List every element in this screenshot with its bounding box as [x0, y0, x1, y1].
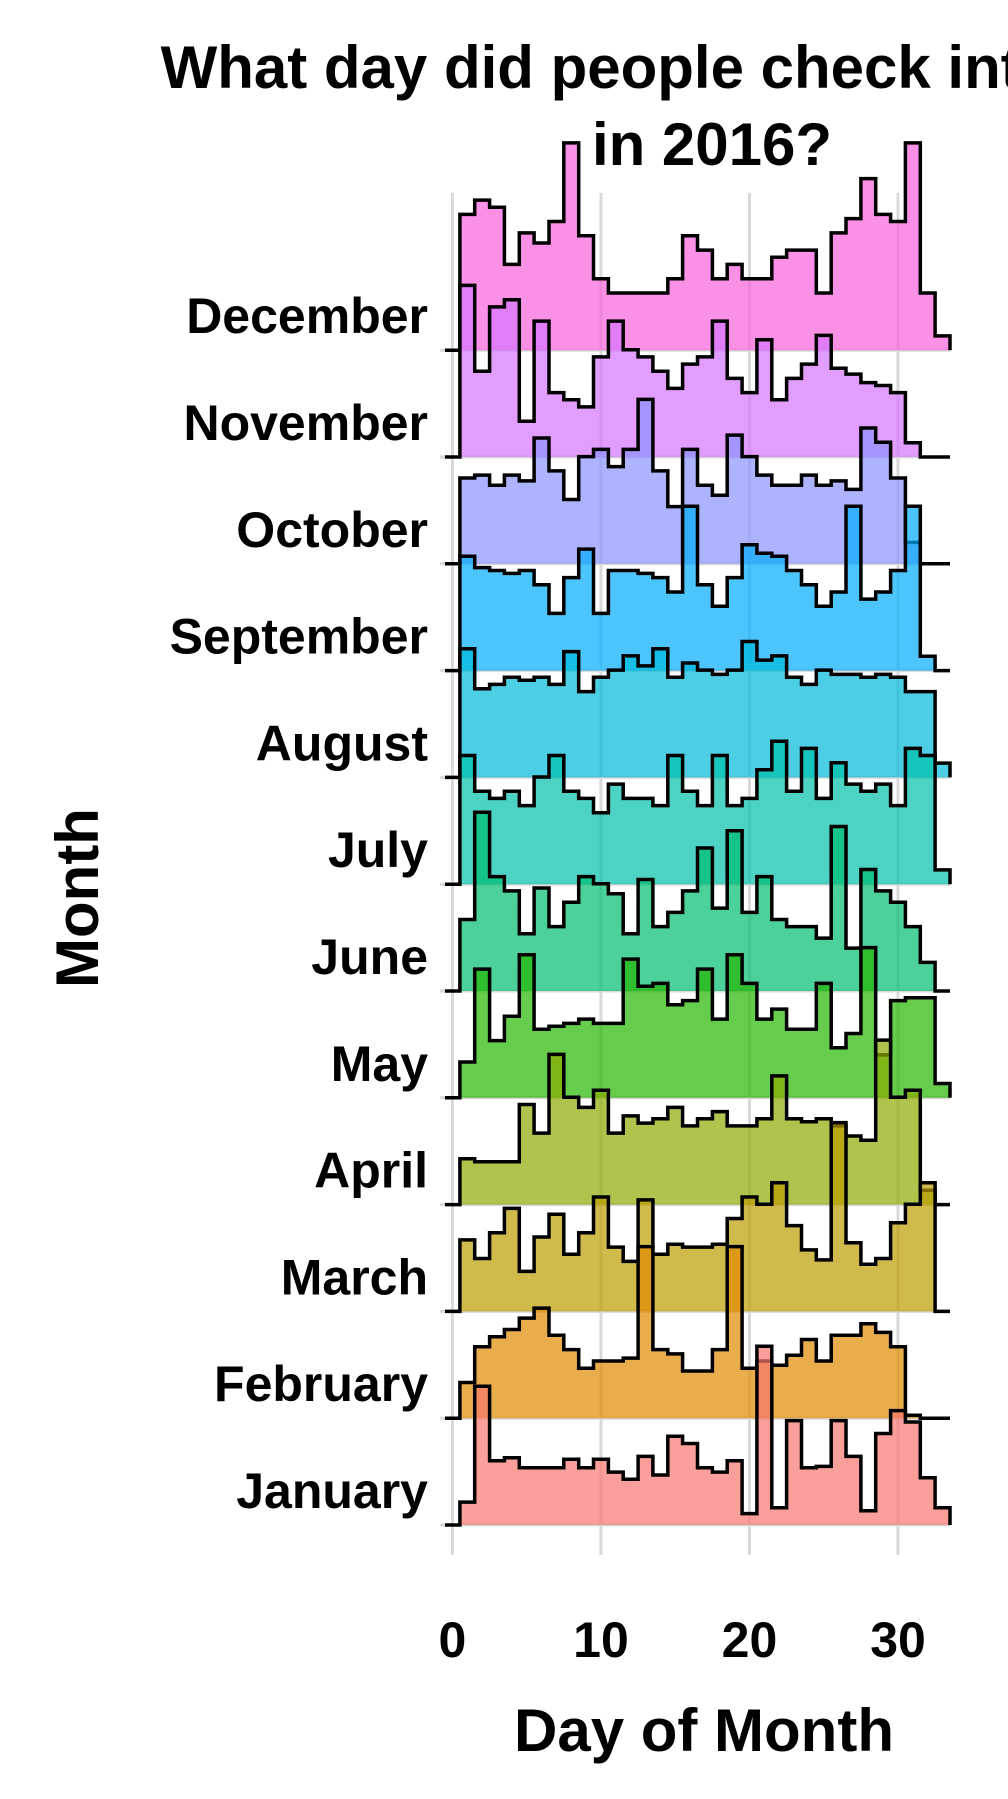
- ridge-area-september: [459, 506, 936, 671]
- ridge-december: [445, 141, 952, 352]
- ridge-april: [445, 1038, 950, 1207]
- chart-title: What day did people check into in 2016?: [161, 34, 1008, 178]
- ridge-january: [445, 1344, 952, 1527]
- ridge-outline-december: [445, 141, 952, 352]
- ridge-november: [445, 283, 950, 459]
- ridge-outline-may: [445, 945, 952, 1100]
- ridge-area-october: [459, 399, 921, 564]
- ridge-area-december: [459, 142, 950, 351]
- month-label-august: August: [256, 715, 429, 771]
- ridge-september: [445, 504, 950, 673]
- month-label-january: January: [236, 1463, 428, 1519]
- ridge-area-november: [459, 285, 921, 457]
- x-axis-title: Day of Month: [514, 1697, 894, 1764]
- ridge-outline-august: [445, 639, 952, 780]
- ridge-october: [445, 397, 950, 566]
- ridge-outline-june: [445, 810, 950, 993]
- chart-title-line-2: in 2016?: [592, 111, 832, 178]
- chart-title-line-1: What day did people check into: [161, 34, 1008, 101]
- y-axis-title: Month: [44, 808, 111, 988]
- ridge-area-january: [459, 1346, 950, 1525]
- x-tick-label: 0: [439, 1612, 467, 1668]
- month-labels: December November October September August Ju…: [170, 288, 429, 1519]
- ridge-outline-july: [445, 739, 952, 886]
- ridge-outline-november: [445, 283, 950, 459]
- ridge-area-june: [459, 812, 936, 991]
- month-label-july: July: [328, 822, 428, 878]
- ridge-outline-september: [445, 504, 950, 673]
- ridge-august: [445, 639, 952, 780]
- month-label-april: April: [314, 1143, 428, 1199]
- ridge-outline-january: [445, 1344, 952, 1527]
- ridge-outline-october: [445, 397, 950, 566]
- ridge-march: [445, 1120, 950, 1314]
- month-label-september: September: [170, 609, 428, 665]
- month-label-may: May: [331, 1036, 428, 1092]
- month-label-march: March: [281, 1249, 428, 1305]
- ridge-area-february: [459, 1246, 921, 1419]
- ridge-february: [445, 1244, 950, 1420]
- ridge-outline-march: [445, 1120, 950, 1314]
- x-tick-label: 20: [722, 1612, 778, 1668]
- ridges: [445, 141, 952, 1527]
- month-label-june: June: [311, 929, 428, 985]
- ridge-outline-february: [445, 1244, 950, 1420]
- month-label-november: November: [183, 395, 428, 451]
- ridge-outline-april: [445, 1038, 950, 1207]
- ridge-area-august: [459, 641, 950, 778]
- month-label-february: February: [214, 1356, 428, 1412]
- month-label-october: October: [236, 502, 428, 558]
- ridge-may: [445, 945, 952, 1100]
- ridge-area-july: [459, 741, 950, 885]
- month-label-december: December: [186, 288, 428, 344]
- ridge-area-march: [459, 1122, 936, 1312]
- x-tick-label: 30: [870, 1612, 926, 1668]
- ridge-july: [445, 739, 952, 886]
- x-tick-label: 10: [573, 1612, 629, 1668]
- ridge-june: [445, 810, 950, 993]
- x-tick-labels: 0 10 20 30: [439, 1612, 926, 1668]
